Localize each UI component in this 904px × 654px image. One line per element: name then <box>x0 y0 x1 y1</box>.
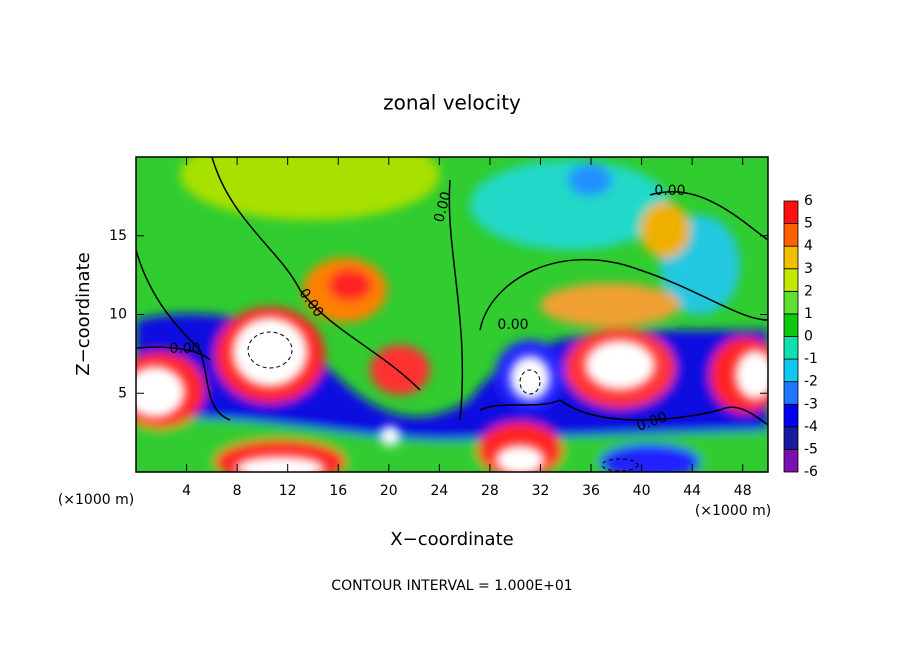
x-tick-label: 12 <box>279 483 297 499</box>
colorbar-swatch <box>783 336 799 360</box>
x-unit-left: (×1000 m) <box>58 492 134 508</box>
colorbar-label: 6 <box>804 193 813 209</box>
x-tick-label: 8 <box>233 483 242 499</box>
x-axis-label: X−coordinate <box>390 529 513 550</box>
y-axis-label: Z−coordinate <box>73 252 94 375</box>
contour-label: 0.00 <box>169 341 200 357</box>
colorbar-label: -6 <box>804 464 818 480</box>
x-tick-label: 44 <box>683 483 701 499</box>
colorbar-swatch <box>783 200 799 224</box>
y-tick-label: 10 <box>109 307 127 323</box>
x-tick-label: 20 <box>380 483 398 499</box>
colorbar-label: -2 <box>804 374 818 390</box>
colorbar-swatch <box>783 245 799 270</box>
y-tick-label: 15 <box>109 228 127 244</box>
x-tick-label: 40 <box>633 483 651 499</box>
y-tick-label: 5 <box>118 385 127 401</box>
colorbar-swatch <box>783 268 799 292</box>
colorbar-swatch <box>783 449 799 473</box>
x-tick-label: 32 <box>532 483 550 499</box>
colorbar-swatch <box>783 313 799 337</box>
colorbar-label: -1 <box>804 351 818 367</box>
x-tick-label: 28 <box>481 483 499 499</box>
footer: CONTOUR INTERVAL = 1.000E+01 <box>331 578 572 594</box>
colorbar-swatch <box>783 223 799 247</box>
colorbar-label: 5 <box>804 216 813 232</box>
colorbar-swatch <box>783 290 799 315</box>
x-tick-label: 24 <box>430 483 448 499</box>
x-tick-label: 36 <box>582 483 600 499</box>
x-tick-label: 4 <box>182 483 191 499</box>
colorbar-label: -3 <box>804 396 818 412</box>
contour-label: 0.00 <box>431 190 455 224</box>
colorbar-label: 0 <box>804 329 813 345</box>
colorbar-swatch <box>783 403 799 428</box>
colorbar-swatch <box>783 426 799 450</box>
colorbar-label: -4 <box>804 419 818 435</box>
colorbar-label: 4 <box>804 238 813 254</box>
colorbar-label: -5 <box>804 441 818 457</box>
contour-lines <box>136 157 768 426</box>
colorbar-label: 1 <box>804 306 813 322</box>
contour-label: 0.00 <box>497 317 528 333</box>
colorbar-swatch <box>783 381 799 405</box>
colorbar-label: 2 <box>804 283 813 299</box>
x-tick-label: 48 <box>734 483 752 499</box>
x-unit: (×1000 m) <box>695 503 771 519</box>
x-tick-label: 16 <box>329 483 347 499</box>
colorbar-label: 3 <box>804 261 813 277</box>
chart-title: zonal velocity <box>383 91 521 115</box>
contour-label: 0.00 <box>654 183 685 199</box>
field <box>136 157 768 472</box>
colorbar-swatch <box>783 358 799 383</box>
